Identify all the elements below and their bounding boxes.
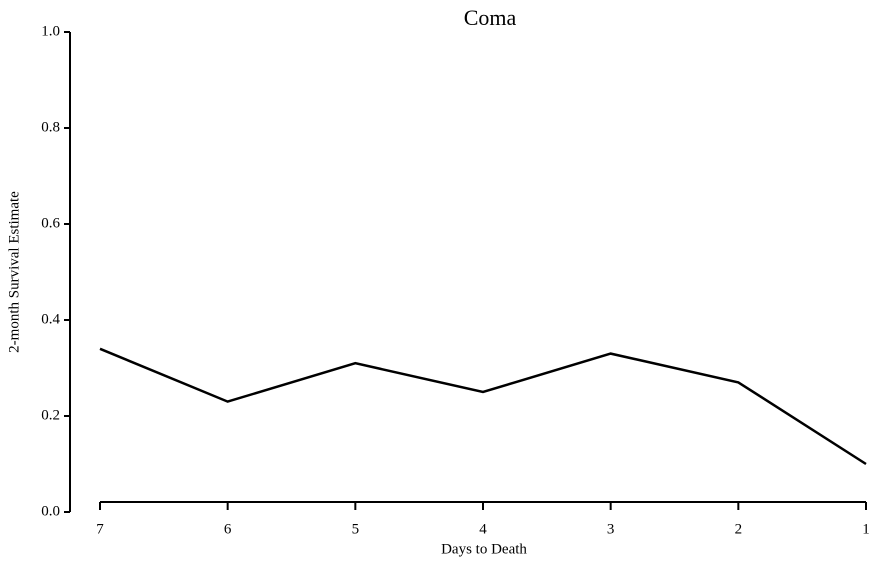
chart-title: Coma xyxy=(464,5,517,30)
y-tick-label: 0.8 xyxy=(41,119,60,135)
y-tick-label: 0.6 xyxy=(41,215,60,231)
y-tick-label: 1.0 xyxy=(41,23,60,39)
x-axis-label: Days to Death xyxy=(441,541,527,557)
x-tick-label: 4 xyxy=(479,521,487,537)
x-tick-label: 5 xyxy=(352,521,360,537)
x-tick-label: 2 xyxy=(735,521,743,537)
x-tick-label: 6 xyxy=(224,521,232,537)
y-tick-label: 0.2 xyxy=(41,407,60,423)
x-tick-label: 1 xyxy=(862,521,870,537)
x-tick-label: 3 xyxy=(607,521,615,537)
x-tick-label: 7 xyxy=(96,521,104,537)
y-tick-label: 0.4 xyxy=(41,311,60,327)
line-series xyxy=(99,347,867,466)
y-axis-label: 2-month Survival Estimate xyxy=(6,191,22,353)
y-tick-label: 0.0 xyxy=(41,503,60,519)
